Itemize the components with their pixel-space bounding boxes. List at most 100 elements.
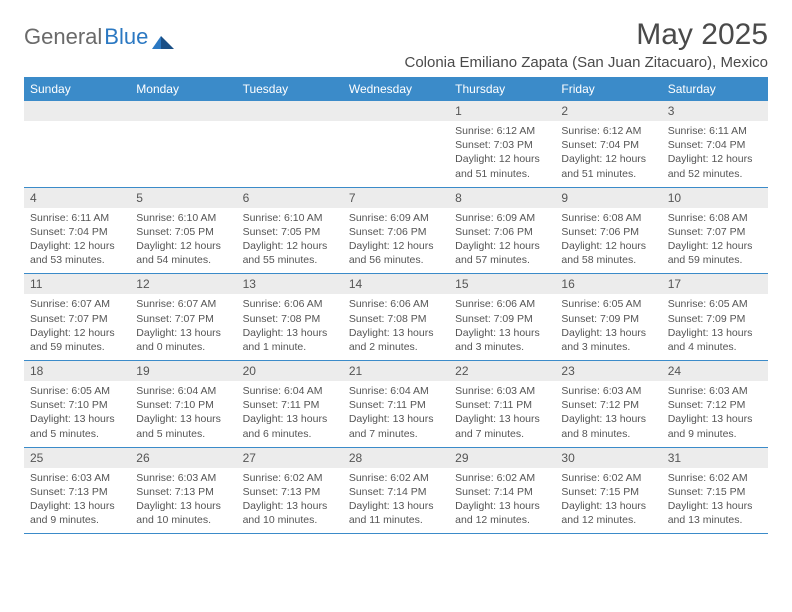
day-number: 2 bbox=[555, 101, 661, 121]
sunrise-line: Sunrise: 6:02 AM bbox=[243, 471, 337, 485]
day-number bbox=[24, 101, 130, 121]
daylight-line-1: Daylight: 12 hours bbox=[30, 326, 124, 340]
sunset-line: Sunset: 7:11 PM bbox=[455, 398, 549, 412]
day-number: 1 bbox=[449, 101, 555, 121]
day-cell: Sunrise: 6:02 AMSunset: 7:15 PMDaylight:… bbox=[555, 468, 661, 534]
sunrise-line: Sunrise: 6:06 AM bbox=[455, 297, 549, 311]
daylight-line-1: Daylight: 12 hours bbox=[349, 239, 443, 253]
daybody-row: Sunrise: 6:12 AMSunset: 7:03 PMDaylight:… bbox=[24, 121, 768, 187]
daylight-line-1: Daylight: 12 hours bbox=[243, 239, 337, 253]
daylight-line-2: and 51 minutes. bbox=[455, 167, 549, 181]
daylight-line-1: Daylight: 13 hours bbox=[349, 326, 443, 340]
daylight-line-1: Daylight: 13 hours bbox=[561, 326, 655, 340]
day-cell bbox=[237, 121, 343, 187]
sunset-line: Sunset: 7:09 PM bbox=[561, 312, 655, 326]
daynum-row: 18192021222324 bbox=[24, 361, 768, 381]
dow-header-row: Sunday Monday Tuesday Wednesday Thursday… bbox=[24, 77, 768, 101]
day-cell: Sunrise: 6:02 AMSunset: 7:13 PMDaylight:… bbox=[237, 468, 343, 534]
sunset-line: Sunset: 7:09 PM bbox=[455, 312, 549, 326]
day-number: 10 bbox=[662, 188, 768, 208]
sunrise-line: Sunrise: 6:02 AM bbox=[455, 471, 549, 485]
sunrise-line: Sunrise: 6:07 AM bbox=[30, 297, 124, 311]
dow-sun: Sunday bbox=[24, 77, 130, 101]
day-cell: Sunrise: 6:05 AMSunset: 7:09 PMDaylight:… bbox=[662, 294, 768, 360]
day-number: 28 bbox=[343, 448, 449, 468]
dow-mon: Monday bbox=[130, 77, 236, 101]
weeks-container: 123Sunrise: 6:12 AMSunset: 7:03 PMDaylig… bbox=[24, 101, 768, 534]
sunrise-line: Sunrise: 6:03 AM bbox=[136, 471, 230, 485]
day-number: 20 bbox=[237, 361, 343, 381]
sunset-line: Sunset: 7:07 PM bbox=[30, 312, 124, 326]
daylight-line-1: Daylight: 13 hours bbox=[668, 412, 762, 426]
sunrise-line: Sunrise: 6:02 AM bbox=[561, 471, 655, 485]
daylight-line-1: Daylight: 13 hours bbox=[455, 499, 549, 513]
daylight-line-2: and 52 minutes. bbox=[668, 167, 762, 181]
day-number bbox=[343, 101, 449, 121]
sunset-line: Sunset: 7:12 PM bbox=[668, 398, 762, 412]
sunrise-line: Sunrise: 6:04 AM bbox=[136, 384, 230, 398]
day-cell bbox=[343, 121, 449, 187]
day-cell: Sunrise: 6:03 AMSunset: 7:12 PMDaylight:… bbox=[555, 381, 661, 447]
day-number bbox=[237, 101, 343, 121]
calendar-page: GeneralBlue May 2025 Colonia Emiliano Za… bbox=[0, 0, 792, 544]
sunrise-line: Sunrise: 6:12 AM bbox=[455, 124, 549, 138]
daybody-row: Sunrise: 6:05 AMSunset: 7:10 PMDaylight:… bbox=[24, 381, 768, 447]
daylight-line-1: Daylight: 13 hours bbox=[561, 499, 655, 513]
sunrise-line: Sunrise: 6:02 AM bbox=[668, 471, 762, 485]
sunrise-line: Sunrise: 6:07 AM bbox=[136, 297, 230, 311]
daylight-line-2: and 3 minutes. bbox=[455, 340, 549, 354]
sunrise-line: Sunrise: 6:03 AM bbox=[455, 384, 549, 398]
sunset-line: Sunset: 7:10 PM bbox=[30, 398, 124, 412]
sunrise-line: Sunrise: 6:05 AM bbox=[668, 297, 762, 311]
sunrise-line: Sunrise: 6:03 AM bbox=[30, 471, 124, 485]
daylight-line-1: Daylight: 13 hours bbox=[30, 499, 124, 513]
daylight-line-2: and 11 minutes. bbox=[349, 513, 443, 527]
day-cell: Sunrise: 6:04 AMSunset: 7:11 PMDaylight:… bbox=[343, 381, 449, 447]
week-row: 11121314151617Sunrise: 6:07 AMSunset: 7:… bbox=[24, 274, 768, 361]
sunset-line: Sunset: 7:10 PM bbox=[136, 398, 230, 412]
daylight-line-1: Daylight: 13 hours bbox=[561, 412, 655, 426]
day-cell: Sunrise: 6:02 AMSunset: 7:15 PMDaylight:… bbox=[662, 468, 768, 534]
sunset-line: Sunset: 7:03 PM bbox=[455, 138, 549, 152]
day-number: 21 bbox=[343, 361, 449, 381]
sunset-line: Sunset: 7:14 PM bbox=[455, 485, 549, 499]
daylight-line-2: and 7 minutes. bbox=[349, 427, 443, 441]
week-row: 25262728293031Sunrise: 6:03 AMSunset: 7:… bbox=[24, 448, 768, 535]
day-cell: Sunrise: 6:09 AMSunset: 7:06 PMDaylight:… bbox=[449, 208, 555, 274]
dow-thu: Thursday bbox=[449, 77, 555, 101]
day-number: 13 bbox=[237, 274, 343, 294]
day-cell bbox=[24, 121, 130, 187]
day-number: 7 bbox=[343, 188, 449, 208]
day-cell: Sunrise: 6:06 AMSunset: 7:08 PMDaylight:… bbox=[343, 294, 449, 360]
sunset-line: Sunset: 7:13 PM bbox=[30, 485, 124, 499]
daylight-line-2: and 2 minutes. bbox=[349, 340, 443, 354]
day-cell: Sunrise: 6:03 AMSunset: 7:12 PMDaylight:… bbox=[662, 381, 768, 447]
day-cell: Sunrise: 6:05 AMSunset: 7:09 PMDaylight:… bbox=[555, 294, 661, 360]
day-number: 26 bbox=[130, 448, 236, 468]
sunset-line: Sunset: 7:15 PM bbox=[668, 485, 762, 499]
sunset-line: Sunset: 7:07 PM bbox=[136, 312, 230, 326]
day-cell: Sunrise: 6:05 AMSunset: 7:10 PMDaylight:… bbox=[24, 381, 130, 447]
day-cell: Sunrise: 6:03 AMSunset: 7:13 PMDaylight:… bbox=[24, 468, 130, 534]
day-number: 5 bbox=[130, 188, 236, 208]
daylight-line-2: and 1 minute. bbox=[243, 340, 337, 354]
day-cell: Sunrise: 6:02 AMSunset: 7:14 PMDaylight:… bbox=[343, 468, 449, 534]
sunset-line: Sunset: 7:11 PM bbox=[349, 398, 443, 412]
sunrise-line: Sunrise: 6:10 AM bbox=[136, 211, 230, 225]
day-number: 25 bbox=[24, 448, 130, 468]
sunrise-line: Sunrise: 6:08 AM bbox=[561, 211, 655, 225]
sunset-line: Sunset: 7:05 PM bbox=[136, 225, 230, 239]
daylight-line-1: Daylight: 13 hours bbox=[668, 326, 762, 340]
day-number: 11 bbox=[24, 274, 130, 294]
daylight-line-2: and 4 minutes. bbox=[668, 340, 762, 354]
sunrise-line: Sunrise: 6:02 AM bbox=[349, 471, 443, 485]
week-row: 18192021222324Sunrise: 6:05 AMSunset: 7:… bbox=[24, 361, 768, 448]
daylight-line-2: and 12 minutes. bbox=[455, 513, 549, 527]
daylight-line-2: and 56 minutes. bbox=[349, 253, 443, 267]
day-number: 15 bbox=[449, 274, 555, 294]
day-number bbox=[130, 101, 236, 121]
day-number: 17 bbox=[662, 274, 768, 294]
day-number: 23 bbox=[555, 361, 661, 381]
daylight-line-2: and 58 minutes. bbox=[561, 253, 655, 267]
day-number: 8 bbox=[449, 188, 555, 208]
